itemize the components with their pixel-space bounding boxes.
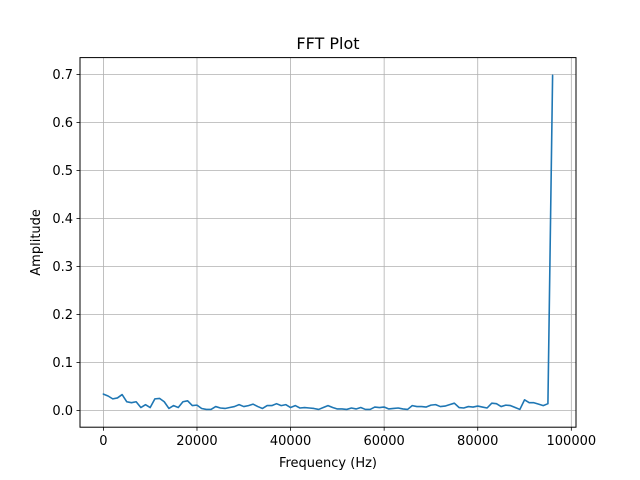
axis-ticks: 0 20000 40000 60000 80000 100000 0.0 0.1 0.2 0.3 0… [52, 68, 596, 449]
y-tick-label: 0.2 [52, 308, 73, 323]
y-tick-label: 0.6 [52, 116, 73, 131]
fft-amplitude-line [102, 74, 554, 411]
chart-title: FFT Plot [296, 34, 359, 53]
y-tick-label: 0.4 [52, 212, 73, 227]
y-axis-label: Amplitude [29, 209, 44, 276]
y-tick-label: 0.3 [52, 260, 73, 275]
x-tick-label: 40000 [270, 434, 311, 449]
x-axis-label: Frequency (Hz) [279, 456, 377, 471]
y-tick-label: 0.7 [52, 68, 73, 83]
plot-frame [79, 57, 577, 428]
y-tick-label: 0.5 [52, 164, 73, 179]
x-tick-label: 60000 [363, 434, 404, 449]
x-tick-label: 100000 [547, 434, 597, 449]
grid [80, 57, 576, 428]
x-tick-label: 20000 [176, 434, 217, 449]
y-tick-label: 0.0 [52, 404, 73, 419]
x-tick-label: 80000 [457, 434, 498, 449]
y-tick-label: 0.1 [52, 356, 73, 371]
x-tick-label: 0 [99, 434, 107, 449]
